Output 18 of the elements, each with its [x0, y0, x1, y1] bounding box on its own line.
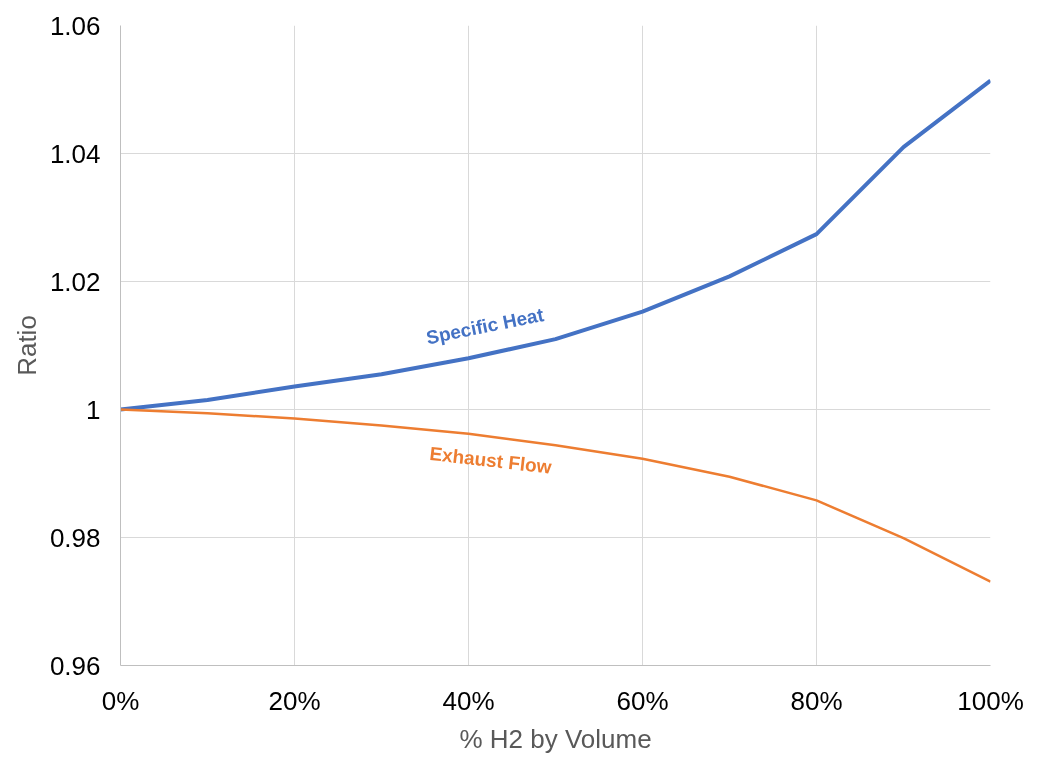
x-tick-label: 20%: [268, 685, 321, 716]
line-series: [120, 408, 991, 583]
x-tick-label: 40%: [442, 685, 495, 716]
y-tick-label: 1.02: [49, 266, 101, 297]
x-tick-label: 0%: [101, 685, 140, 716]
x-tick-label: 100%: [957, 685, 1024, 716]
text: Specific Heat: [424, 303, 547, 349]
x-axis-title: % H2 by Volume: [459, 723, 652, 754]
y-tick-label: 1.04: [49, 138, 101, 169]
line-series: [120, 78, 991, 412]
text: Exhaust Flow: [428, 442, 553, 478]
y-tick-label: 0.96: [49, 650, 101, 681]
x-tick-label: 60%: [616, 685, 669, 716]
x-tick-label: 80%: [790, 685, 843, 716]
y-tick-label: 0.98: [49, 522, 101, 553]
y-axis-title: Ratio: [11, 315, 42, 376]
y-tick-label: 1.06: [49, 10, 101, 41]
y-tick-label: 1: [86, 394, 101, 425]
